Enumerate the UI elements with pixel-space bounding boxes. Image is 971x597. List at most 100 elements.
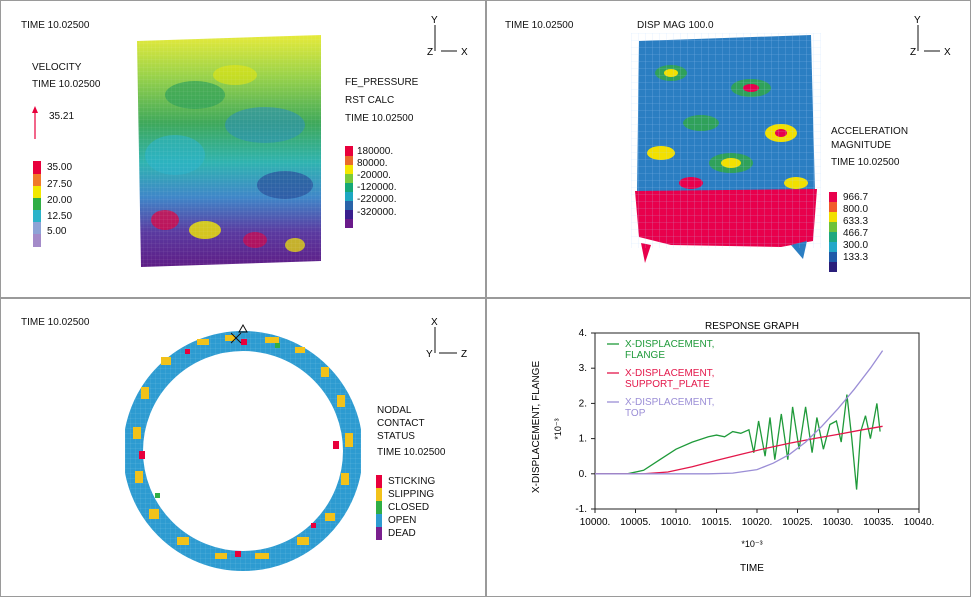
pressure-subtitle: RST CALC (345, 95, 395, 106)
x-tick-label: 10005. (620, 517, 651, 528)
acceleration-legend-value: 966.7 (843, 192, 869, 203)
pressure-legend-value: -320000. (357, 207, 397, 218)
y-tick-label: 2. (579, 398, 587, 409)
panel-time-label: TIME 10.02500 (21, 20, 90, 31)
acceleration-legend-value: 133.3 (843, 252, 869, 263)
contact-status-title: STATUS (377, 431, 415, 442)
panel-response-graph[interactable]: RESPONSE GRAPH X-DISPLACEMENT, FLANGE *1… (487, 299, 970, 596)
axis-triad-icon: X Y Z (426, 317, 467, 359)
acceleration-time: TIME 10.02500 (831, 157, 900, 168)
x-tick-label: 10030. (823, 517, 854, 528)
velocity-time: TIME 10.02500 (32, 79, 101, 90)
velocity-title: VELOCITY (32, 62, 82, 73)
pressure-legend-value: -20000. (357, 170, 391, 181)
x-tick-label: 10010. (661, 517, 692, 528)
axis-up-label: X (431, 317, 438, 328)
panel-acceleration[interactable]: TIME 10.02500 DISP MAG 100.0 Y Z X (487, 1, 970, 297)
legend-entry: TOP (625, 408, 646, 419)
axis-right-label: Z (461, 349, 467, 359)
vector-arrow-icon (32, 106, 38, 139)
panel-contact-status[interactable]: TIME 10.02500 X Y Z (1, 299, 485, 596)
x-tick-label: 10025. (782, 517, 813, 528)
contact-status-title: CONTACT (377, 418, 425, 429)
velocity-legend-value: 12.50 (47, 211, 73, 222)
pressure-legend-value: 80000. (357, 158, 388, 169)
x-tick-label: 10000. (580, 517, 611, 528)
axis-up-label: Y (914, 15, 921, 26)
legend-row-closed: CLOSED (376, 501, 435, 514)
acceleration-legend-value: 300.0 (843, 240, 869, 251)
velocity-legend-value: 20.00 (47, 195, 73, 206)
legend-label: DEAD (388, 528, 416, 539)
legend-label: OPEN (388, 515, 417, 526)
acceleration-title: MAGNITUDE (831, 140, 891, 151)
pressure-time: TIME 10.02500 (345, 113, 414, 124)
panel-velocity-pressure[interactable]: TIME 10.02500 Y Z X VELOCITY TIME 10.025… (1, 1, 485, 297)
velocity-contour-model[interactable] (135, 35, 335, 267)
x-tick-label: 10035. (863, 517, 894, 528)
legend-label: CLOSED (388, 502, 430, 513)
axis-triad-icon: Y Z X (910, 15, 951, 55)
axis-triad-icon: Y Z X (427, 15, 468, 55)
acceleration-legend-value: 466.7 (843, 228, 869, 239)
panel-time-label: TIME 10.02500 (21, 317, 90, 328)
velocity-legend-value: 27.50 (47, 179, 73, 190)
contact-status-title: NODAL (377, 405, 412, 416)
series-line (595, 350, 884, 475)
y-axis-label: X-DISPLACEMENT, FLANGE (531, 361, 542, 494)
pressure-legend-value: -120000. (357, 182, 397, 193)
disp-mag-title: DISP MAG 100.0 (637, 20, 714, 31)
pressure-legend-value: 180000. (357, 146, 394, 157)
legend-entry: SUPPORT_PLATE (625, 379, 710, 390)
y-tick-label: 0. (579, 469, 587, 480)
series-line (595, 425, 883, 475)
legend-row-dead: DEAD (376, 527, 435, 540)
series-line (595, 394, 881, 490)
axis-right-label: X (944, 47, 951, 55)
contact-status-legend: STICKING SLIPPING CLOSED OPEN DEAD (376, 475, 435, 540)
legend-row-sticking: STICKING (376, 475, 435, 488)
axis-origin-label: Z (910, 47, 916, 55)
acceleration-contour-model[interactable] (631, 33, 821, 265)
legend-row-open: OPEN (376, 514, 435, 527)
contact-status-time: TIME 10.02500 (377, 447, 446, 458)
y-tick-label: -1. (575, 504, 587, 515)
x-tick-label: 10040. (904, 517, 935, 528)
velocity-legend-value: 5.00 (47, 226, 67, 237)
legend-entry: X-DISPLACEMENT, (625, 368, 714, 379)
contact-ring-model[interactable] (125, 323, 361, 573)
panel-time-label: TIME 10.02500 (505, 20, 574, 31)
acceleration-legend-value: 800.0 (843, 204, 869, 215)
legend-label: STICKING (388, 476, 436, 487)
pressure-legend-value: -220000. (357, 194, 397, 205)
x-tick-label: 10020. (742, 517, 773, 528)
x-axis-label: TIME (740, 563, 764, 574)
legend-row-slipping: SLIPPING (376, 488, 435, 501)
pressure-title: FE_PRESSURE (345, 77, 419, 88)
y-tick-label: 1. (579, 434, 587, 445)
velocity-legend-value: 35.00 (47, 162, 73, 173)
horizontal-divider (1, 297, 970, 299)
legend-entry: X-DISPLACEMENT, (625, 339, 714, 350)
acceleration-colorbar (829, 192, 837, 272)
legend-entry: FLANGE (625, 350, 665, 361)
pressure-colorbar (345, 146, 353, 228)
vector-scale-value: 35.21 (49, 111, 75, 122)
axis-up-label: Y (431, 15, 438, 26)
acceleration-title: ACCELERATION (831, 126, 909, 137)
legend-label: SLIPPING (388, 489, 435, 500)
axis-right-label: X (461, 47, 468, 55)
y-multiplier: *10⁻³ (553, 418, 563, 439)
acceleration-legend-value: 633.3 (843, 216, 869, 227)
axis-origin-label: Z (427, 47, 433, 55)
velocity-colorbar (33, 161, 41, 247)
legend-entry: X-DISPLACEMENT, (625, 397, 714, 408)
y-tick-label: 4. (579, 328, 587, 339)
chart-title: RESPONSE GRAPH (705, 321, 799, 332)
y-tick-label: 3. (579, 363, 587, 374)
axis-origin-label: Y (426, 349, 433, 359)
response-graph-chart[interactable]: RESPONSE GRAPH X-DISPLACEMENT, FLANGE *1… (487, 299, 970, 596)
x-tick-label: 10015. (701, 517, 732, 528)
x-multiplier: *10⁻³ (741, 539, 762, 549)
